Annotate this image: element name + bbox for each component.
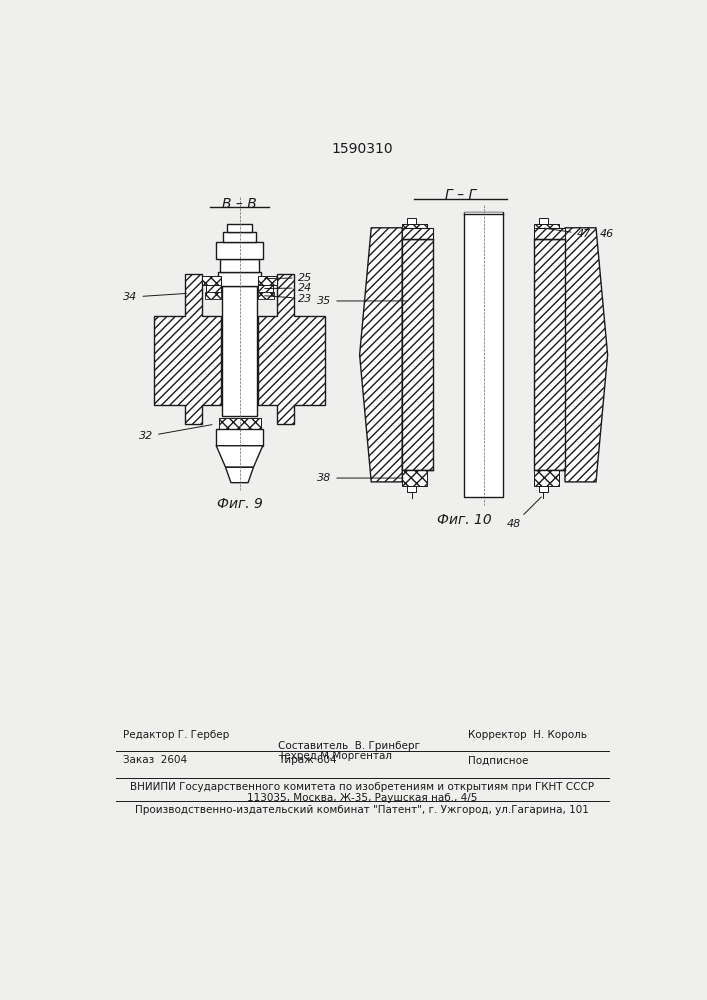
Bar: [534, 470, 559, 486]
Text: Подписное: Подписное: [468, 755, 529, 765]
Bar: [534, 228, 565, 239]
Bar: [227, 224, 252, 232]
Text: 34: 34: [123, 292, 187, 302]
Text: Тираж 604: Тираж 604: [279, 755, 337, 765]
Text: Корректор  Н. Король: Корректор Н. Король: [468, 730, 587, 740]
Text: Техред М.Моргентал: Техред М.Моргентал: [279, 751, 392, 761]
Polygon shape: [154, 274, 221, 424]
Bar: [216, 429, 263, 446]
Bar: [539, 486, 548, 492]
Bar: [407, 486, 416, 492]
Text: 23: 23: [264, 294, 312, 304]
Bar: [534, 239, 565, 470]
Bar: [402, 228, 433, 239]
Bar: [258, 276, 276, 285]
Text: Производственно-издательский комбинат "Патент", г. Ужгород, ул.Гагарина, 101: Производственно-издательский комбинат "П…: [135, 805, 589, 815]
Text: 1590310: 1590310: [331, 142, 393, 156]
Text: 113035, Москва, Ж-35, Раушская наб., 4/5: 113035, Москва, Ж-35, Раушская наб., 4/5: [247, 793, 477, 803]
Bar: [258, 285, 273, 292]
Polygon shape: [226, 467, 253, 483]
Polygon shape: [360, 228, 402, 482]
Text: 25: 25: [264, 273, 312, 283]
Bar: [464, 212, 503, 497]
Text: Фиг. 9: Фиг. 9: [216, 497, 262, 511]
Bar: [539, 218, 548, 224]
Bar: [220, 259, 259, 272]
Bar: [204, 292, 221, 299]
Text: 48: 48: [507, 497, 542, 529]
Bar: [402, 239, 433, 470]
Bar: [218, 418, 261, 429]
Bar: [402, 224, 427, 239]
Bar: [402, 224, 427, 239]
Text: В – В: В – В: [222, 197, 257, 211]
Bar: [218, 272, 261, 286]
Polygon shape: [464, 212, 503, 219]
Bar: [216, 242, 263, 259]
Bar: [534, 224, 559, 239]
Bar: [223, 232, 256, 242]
Text: 47: 47: [544, 228, 591, 239]
Bar: [407, 218, 416, 224]
Text: 32: 32: [139, 425, 212, 441]
Polygon shape: [258, 274, 325, 424]
Text: 35: 35: [317, 296, 407, 306]
Bar: [402, 470, 427, 486]
Polygon shape: [565, 228, 607, 482]
Bar: [202, 276, 221, 285]
Text: Редактор Г. Гербер: Редактор Г. Гербер: [123, 730, 230, 740]
Bar: [258, 292, 274, 299]
Text: Заказ  2604: Заказ 2604: [123, 755, 187, 765]
Text: 24: 24: [264, 283, 312, 293]
Text: Фиг. 10: Фиг. 10: [437, 513, 491, 527]
Bar: [223, 286, 257, 416]
Text: Г – Г: Г – Г: [445, 188, 476, 202]
Text: Составитель  В. Гринберг: Составитель В. Гринберг: [279, 741, 420, 751]
Text: ВНИИПИ Государственного комитета по изобретениям и открытиям при ГКНТ СССР: ВНИИПИ Государственного комитета по изоб…: [130, 782, 594, 792]
Text: 46: 46: [600, 229, 614, 239]
Text: 38: 38: [317, 473, 404, 483]
Polygon shape: [216, 446, 263, 467]
Bar: [206, 285, 221, 292]
